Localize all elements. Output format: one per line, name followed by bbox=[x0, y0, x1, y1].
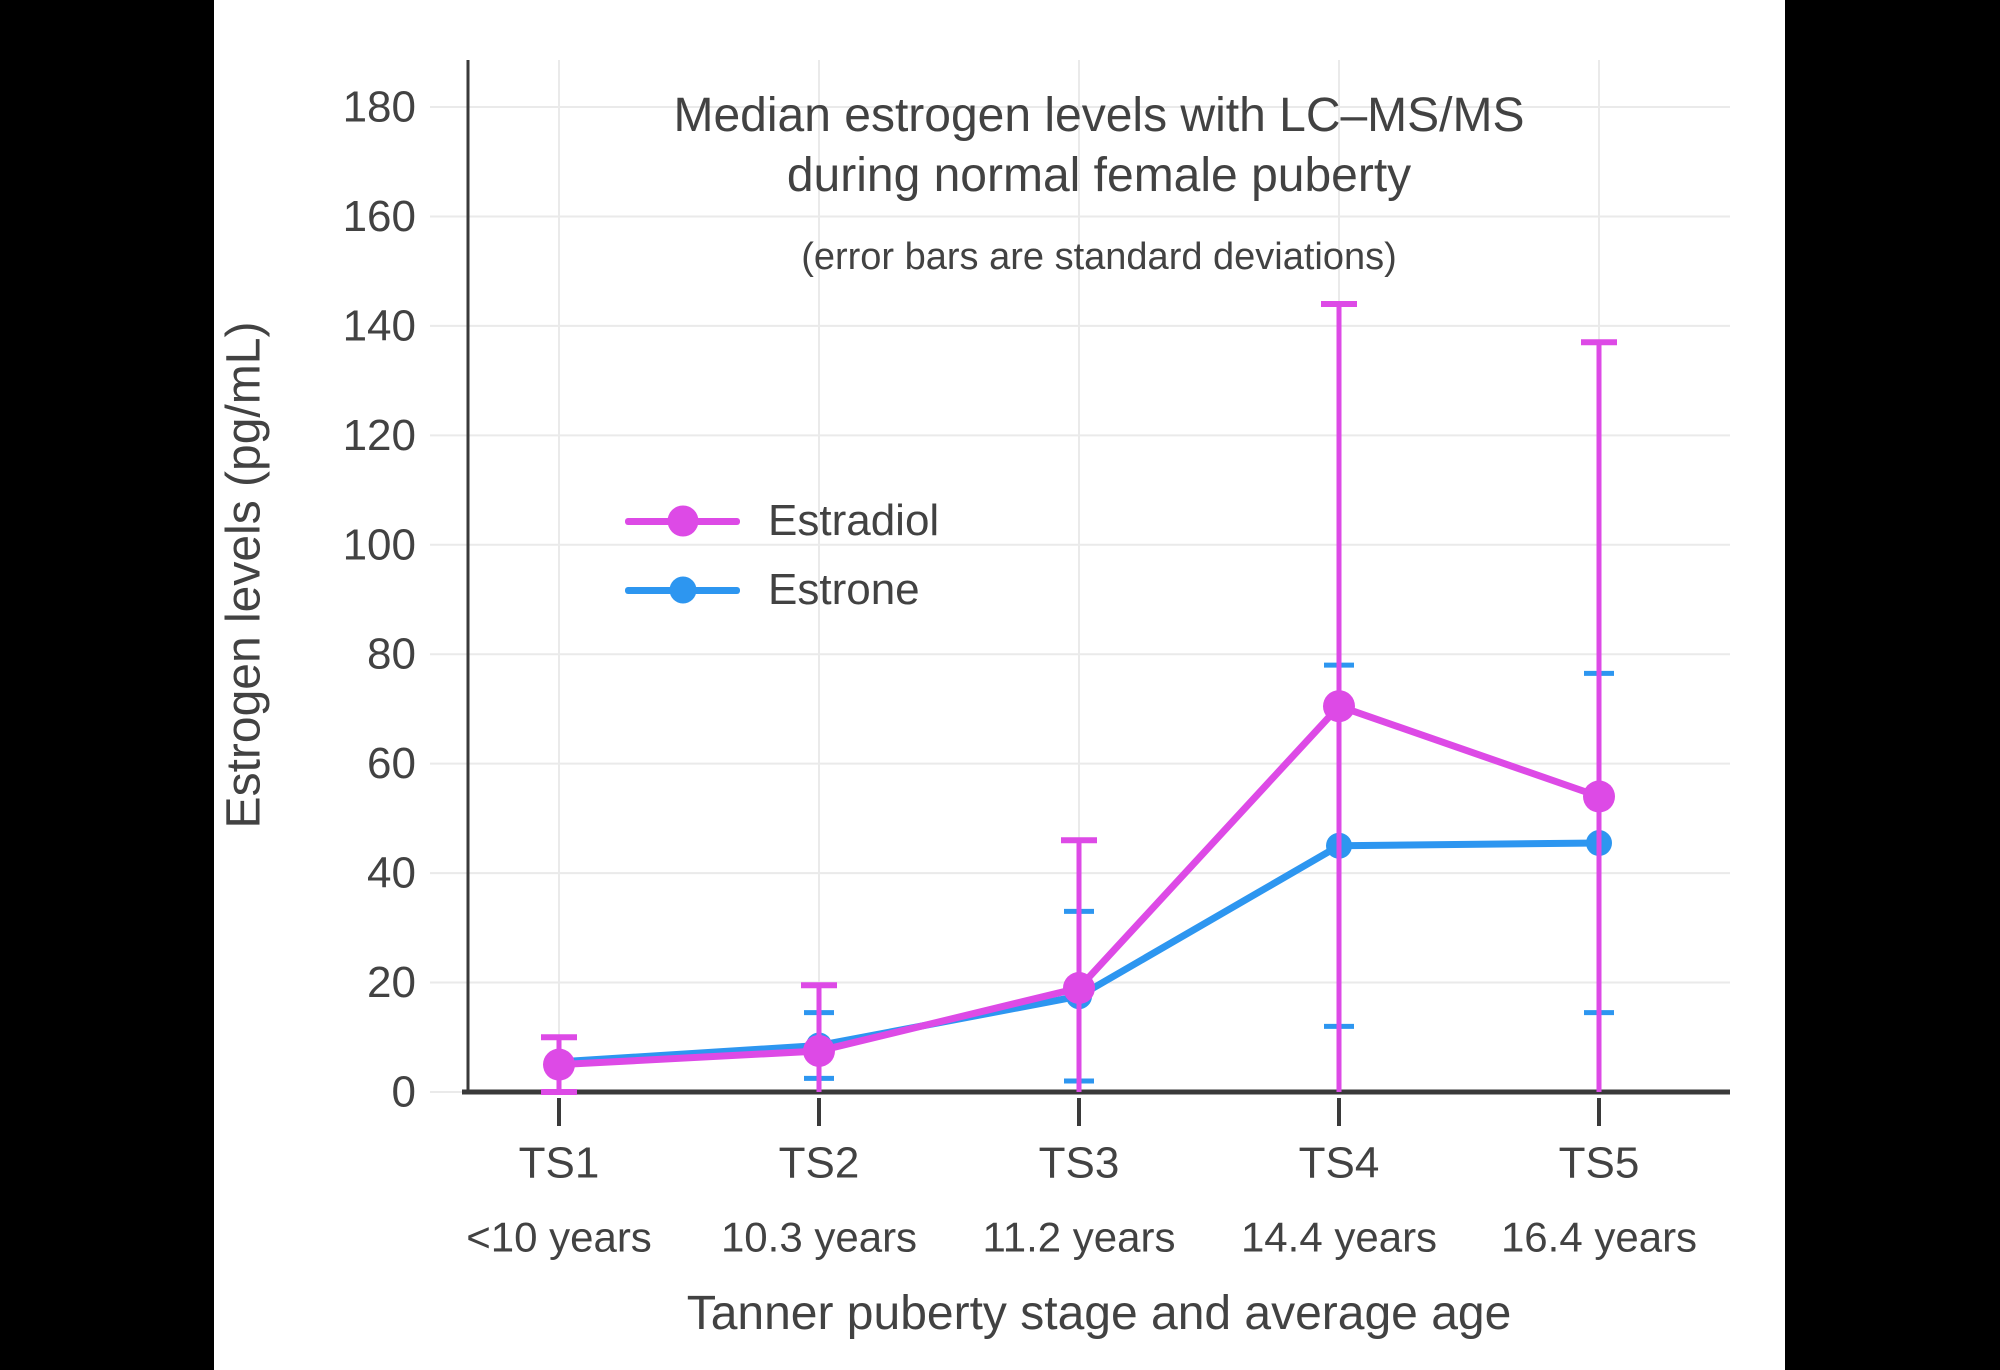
y-tick-label: 100 bbox=[343, 520, 416, 569]
y-tick-label: 140 bbox=[343, 301, 416, 350]
y-tick-label: 120 bbox=[343, 411, 416, 460]
x-tick-label-age: 14.4 years bbox=[1241, 1214, 1437, 1261]
data-point-estradiol bbox=[543, 1048, 575, 1081]
legend-item-estradiol: Estradiol bbox=[625, 496, 940, 545]
x-tick-label-stage: TS2 bbox=[779, 1139, 860, 1188]
x-tick-label-age: 16.4 years bbox=[1501, 1214, 1697, 1261]
chart-title-line-2: during normal female puberty bbox=[786, 149, 1412, 202]
x-tick-label-age: 11.2 years bbox=[983, 1214, 1176, 1261]
chart-title-line-1: Median estrogen levels with LC–MS/MS bbox=[673, 89, 1525, 142]
data-point-estradiol bbox=[1323, 690, 1355, 723]
legend-label-estrone: Estrone bbox=[768, 565, 920, 614]
legend: Estradiol Estrone bbox=[625, 496, 940, 636]
legend-line-marker-estrone bbox=[625, 576, 740, 604]
data-point-estradiol bbox=[803, 1034, 835, 1067]
legend-label-estradiol: Estradiol bbox=[768, 496, 940, 545]
x-axis-title: Tanner puberty stage and average age bbox=[686, 1287, 1512, 1340]
chart-svg: 0 20 40 60 80 100 120 140 160 180 TS1 <10 years TS2 1… bbox=[343, 60, 1730, 1261]
x-tick-label-stage: TS4 bbox=[1299, 1139, 1380, 1188]
letterbox-left bbox=[0, 0, 214, 1370]
legend-item-estrone: Estrone bbox=[625, 565, 939, 614]
x-tick-label-stage: TS1 bbox=[519, 1139, 600, 1188]
chart-subtitle: (error bars are standard deviations) bbox=[801, 236, 1397, 278]
data-point-estradiol bbox=[1583, 780, 1615, 813]
legend-line-marker-estradiol bbox=[625, 505, 740, 537]
x-tick-label-stage: TS5 bbox=[1559, 1139, 1640, 1188]
x-tick-label-age: 10.3 years bbox=[721, 1214, 917, 1261]
chart-canvas: 0 20 40 60 80 100 120 140 160 180 TS1 <10 years TS2 1… bbox=[214, 0, 1785, 1370]
x-tick-label-age: <10 years bbox=[466, 1214, 652, 1261]
y-tick-label: 60 bbox=[367, 739, 416, 788]
y-tick-label: 40 bbox=[367, 849, 416, 898]
y-tick-label: 180 bbox=[343, 83, 416, 132]
letterbox-right bbox=[1785, 0, 2000, 1370]
y-tick-label: 20 bbox=[367, 958, 416, 1007]
y-tick-label: 0 bbox=[392, 1068, 416, 1117]
y-tick-label: 160 bbox=[343, 192, 416, 241]
y-axis-title: Estrogen levels (pg/mL) bbox=[217, 321, 271, 829]
data-point-estradiol bbox=[1063, 972, 1095, 1005]
x-tick-label-stage: TS3 bbox=[1039, 1139, 1120, 1188]
y-tick-label: 80 bbox=[367, 630, 416, 679]
